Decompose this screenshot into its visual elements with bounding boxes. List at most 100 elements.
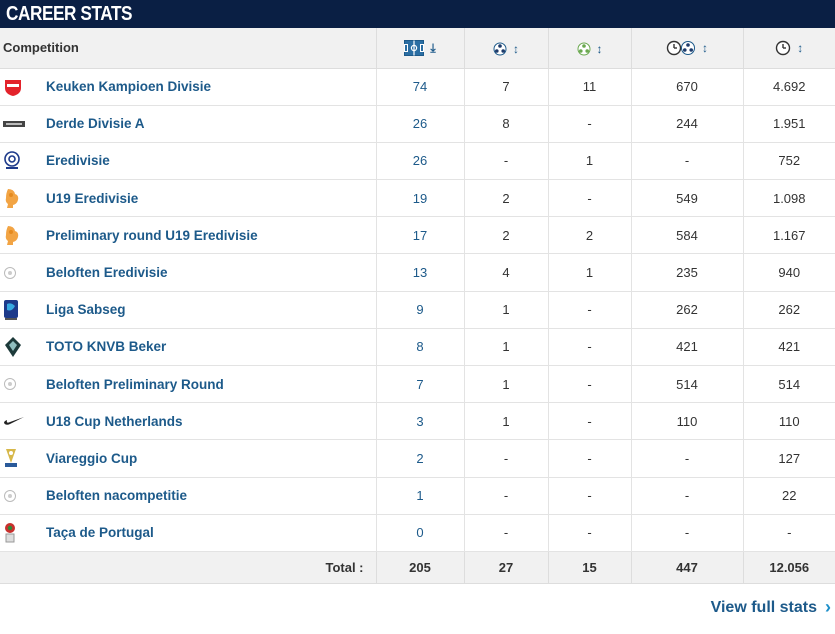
col-appearances[interactable]: ⤓ [375,28,464,69]
competition-link[interactable]: Keuken Kampioen Divisie [46,79,212,95]
competition-link[interactable]: U19 Eredivisie [46,190,139,206]
knvb-beker-logo [0,336,46,358]
competition-link[interactable]: Beloften Eredivisie [46,265,168,281]
competition-cell: Beloften Eredivisie [0,253,376,292]
view-full-stats-link[interactable]: View full stats [710,598,817,616]
table-row: Viareggio Cup 2- - -127 [0,439,835,478]
assists-cell: 1 [547,253,631,292]
goals-cell: - [463,439,548,478]
goals-cell: - [463,142,548,181]
sort-desc-icon: ⤓ [430,40,436,55]
goals-cell: 4 [463,253,548,292]
apps-cell[interactable]: 7 [375,365,464,404]
minutes-cell: 22 [742,477,835,515]
minutes-cell: 752 [742,142,835,181]
col-minutes[interactable]: ↕ [742,28,835,69]
col-minutes-per-goal[interactable]: ↕ [630,28,743,69]
table-row: Beloften nacompetitie 1- - -22 [0,477,835,515]
competition-link[interactable]: Viareggio Cup [46,450,138,466]
competition-cell: U19 Eredivisie [0,179,376,218]
min-per-goal-cell: 110 [630,402,743,441]
min-per-goal-cell: 235 [630,253,743,292]
col-assists[interactable]: ↕ [547,28,631,69]
minutes-cell: 421 [742,328,835,367]
total-goals: 27 [463,551,548,584]
total-label: Total : [0,551,376,584]
competition-link[interactable]: TOTO KNVB Beker [46,339,167,355]
competition-cell: Viareggio Cup [0,439,376,478]
minutes-cell: 127 [742,439,835,478]
min-per-goal-cell: - [630,477,743,515]
apps-cell[interactable]: 0 [375,514,464,552]
total-minutes: 12.056 [742,551,835,584]
competition-cell: Eredivisie [0,142,376,181]
competition-link[interactable]: Taça de Portugal [46,525,154,541]
goals-icon [493,42,507,56]
knvb-lion-logo [0,224,46,246]
assists-cell: - [547,179,631,218]
total-min-per-goal: 447 [630,551,743,584]
goals-cell: 1 [463,365,548,404]
competition-cell: Beloften nacompetitie [0,477,376,515]
min-per-goal-cell: - [630,439,743,478]
apps-cell[interactable]: 17 [375,216,464,255]
goals-cell: 7 [463,68,548,106]
minutes-per-goal-icon [666,40,695,56]
total-assists: 15 [547,551,631,584]
apps-cell[interactable]: 26 [375,105,464,143]
sort-icon: ↕ [513,41,519,56]
apps-cell[interactable]: 19 [375,179,464,218]
col-competition: Competition [0,28,376,69]
apps-cell[interactable]: 8 [375,328,464,367]
col-goals[interactable]: ↕ [463,28,548,69]
goals-cell: 1 [463,328,548,367]
generic-ball-logo [0,377,46,391]
apps-cell[interactable]: 9 [375,291,464,329]
goals-cell: - [463,514,548,552]
minutes-cell: 1.167 [742,216,835,255]
apps-cell[interactable]: 26 [375,142,464,181]
table-row: TOTO KNVB Beker 8 1-421 421 [0,328,835,367]
competition-link[interactable]: Beloften Preliminary Round [46,376,224,392]
assists-cell: 2 [547,216,631,255]
assists-cell: - [547,514,631,552]
apps-cell[interactable]: 1 [375,477,464,515]
minutes-cell: 262 [742,291,835,329]
sort-icon: ↕ [702,41,708,56]
min-per-goal-cell: 421 [630,328,743,367]
competition-link[interactable]: U18 Cup Netherlands [46,413,183,429]
derde-divisie-logo [0,120,46,128]
competition-link[interactable]: Eredivisie [46,153,110,169]
competition-cell: U18 Cup Netherlands [0,402,376,441]
assists-cell: 11 [547,68,631,106]
goals-cell: 8 [463,105,548,143]
competition-link[interactable]: Beloften nacompetitie [46,488,188,504]
competition-cell: Derde Divisie A [0,105,376,143]
apps-cell[interactable]: 2 [375,439,464,478]
view-full-stats[interactable]: View full stats › [711,597,831,618]
competition-cell: Beloften Preliminary Round [0,365,376,404]
competition-cell: TOTO KNVB Beker [0,328,376,367]
competition-link[interactable]: Derde Divisie A [46,116,145,132]
table-row: Beloften Eredivisie 13 4 1 235 940 [0,253,835,292]
assists-cell: - [547,365,631,404]
liga-sabseg-logo [0,299,46,321]
chevron-right-icon[interactable]: › [825,597,831,617]
min-per-goal-cell: 670 [630,68,743,106]
knvb-lion-logo [0,187,46,209]
min-per-goal-cell: - [630,514,743,552]
sort-icon: ↕ [797,41,804,56]
goals-cell: 2 [463,216,548,255]
assists-cell: - [547,439,631,478]
competition-link[interactable]: Preliminary round U19 Eredivisie [46,227,258,243]
min-per-goal-cell: 262 [630,291,743,329]
minutes-cell: 940 [742,253,835,292]
minutes-cell: 514 [742,365,835,404]
competition-link[interactable]: Liga Sabseg [46,302,126,318]
goals-cell: 2 [463,179,548,218]
apps-cell[interactable]: 74 [375,68,464,106]
apps-cell[interactable]: 13 [375,253,464,292]
table-header-row: Competition ⤓ [0,28,835,69]
competition-cell: Liga Sabseg [0,291,376,329]
apps-cell[interactable]: 3 [375,402,464,441]
